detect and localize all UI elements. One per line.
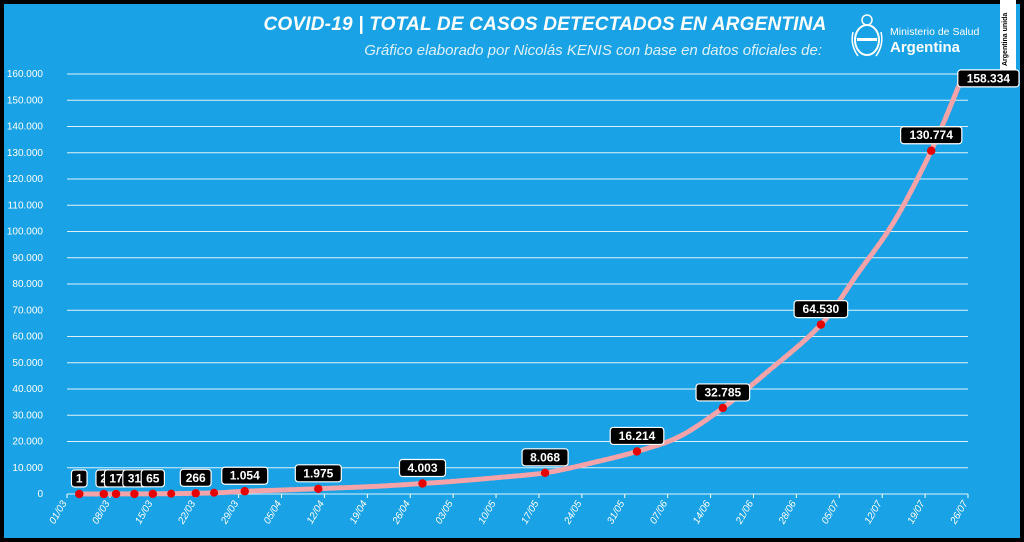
y-tick-label: 100.000 [7,227,44,238]
y-tick-label: 70.000 [12,305,43,316]
data-label-box [221,466,269,485]
y-tick-label: 20.000 [12,437,43,448]
data-label-box [695,383,751,402]
x-tick-label: 03/05 [434,499,456,527]
data-markers [75,74,967,499]
ministry-name: Ministerio de Salud [890,26,980,38]
data-label: 266 [186,471,206,485]
data-label-box [179,468,212,487]
y-tick-label: 160.000 [7,69,44,80]
y-tick-label: 50.000 [12,358,43,369]
x-tick-label: 31/05 [605,499,627,527]
x-tick-label: 19/04 [348,499,370,527]
x-tick-label: 01/03 [48,499,70,527]
data-label: 4.003 [407,461,437,475]
coat-of-arms-icon [851,14,883,57]
data-label-box [900,126,963,145]
y-tick-label: 60.000 [12,332,43,343]
data-label: 65 [146,471,160,485]
data-label: 130.774 [910,128,954,142]
x-tick-label: 29/03 [219,499,242,527]
data-point [148,489,158,499]
ministry-logo: Ministerio de Salud Argentina [848,10,998,70]
data-point [632,447,642,456]
x-tick-label: 22/03 [176,499,199,527]
data-point [540,468,550,478]
data-point [99,489,108,499]
x-axis-ticks: 01/03 08/03 15/03 22/03 29/03 05/04 12/04 19/04… [48,494,971,527]
x-tick-label: 05/07 [820,499,842,527]
x-tick-label: 12/07 [863,499,885,527]
y-tick-label: 90.000 [12,253,43,264]
data-labels: 1 2 17 31 65 266 1.054 1.975 4.0038.06816.21432.… [70,69,1020,488]
data-label: 1.054 [230,469,260,483]
y-tick-label: 30.000 [12,410,43,421]
y-tick-label: 130.000 [7,148,44,159]
data-label: 31 [128,471,142,485]
x-tick-label: 17/05 [520,499,542,527]
y-tick-label: 150.000 [7,95,44,106]
y-tick-label: 140.000 [7,122,44,133]
data-point [240,487,249,496]
x-tick-label: 08/03 [90,499,112,527]
series-line [76,75,965,497]
x-tick-label: 14/06 [691,499,713,527]
data-label-box [294,464,342,483]
data-label-box [609,426,665,446]
y-tick-label: 10.000 [12,463,43,474]
x-tick-label: 10/05 [477,499,499,527]
data-point [130,489,139,499]
y-tick-label: 110.000 [8,200,44,211]
chart-subtitle: Gráfico elaborado por Nicolás KENIS con … [364,42,822,59]
x-tick-label: 28/06 [776,499,799,527]
data-label: 1.975 [303,466,333,480]
data-point [210,488,219,497]
chart-title: COVID-19 | TOTAL DE CASOS DETECTADOS EN … [263,14,827,35]
data-label: 158.334 [967,71,1011,85]
data-label: 32.785 [704,385,741,399]
data-label-box [140,469,166,488]
data-label-box [521,448,569,467]
data-label-box [793,300,849,319]
data-point [927,146,936,155]
data-label-box [398,458,447,478]
data-label-box [957,69,1020,88]
x-tick-label: 07/06 [648,499,670,527]
data-point [167,489,176,498]
y-tick-label: 120.000 [7,174,44,185]
x-tick-label: 05/04 [262,499,284,527]
country-name: Argentina [890,39,961,56]
chart-panel [4,4,1020,538]
x-tick-label: 26/04 [390,499,413,527]
y-axis-ticks: 0 10.000 20.000 30.000 40.000 50.000 60.000 70.… [7,69,44,500]
x-tick-label: 24/05 [562,499,585,527]
x-tick-label: 12/04 [305,499,327,527]
y-tick-label: 80.000 [12,279,43,290]
data-label-box [70,469,88,488]
data-point [191,489,200,498]
x-tick-label: 15/03 [133,499,155,527]
x-tick-label: 26/07 [948,499,971,527]
x-tick-label: 19/07 [906,499,928,527]
x-tick-label: 21/06 [734,499,757,527]
data-label: 8.068 [530,450,560,464]
data-label: 1 [76,471,83,485]
data-label: 17 [109,471,123,485]
data-point [314,484,323,494]
data-point [418,479,427,488]
data-label: 16.214 [619,429,656,443]
y-tick-label: 40.000 [12,384,43,395]
argentina-unida-badge: Argentina unida [1000,0,1016,72]
data-label: 64.530 [803,302,840,316]
data-point [718,403,728,413]
series-total-cases [76,75,965,497]
data-point [75,489,84,499]
y-tick-label: 0 [37,489,43,500]
data-point [111,489,121,499]
grid-lines [67,73,968,495]
data-point [816,320,826,329]
